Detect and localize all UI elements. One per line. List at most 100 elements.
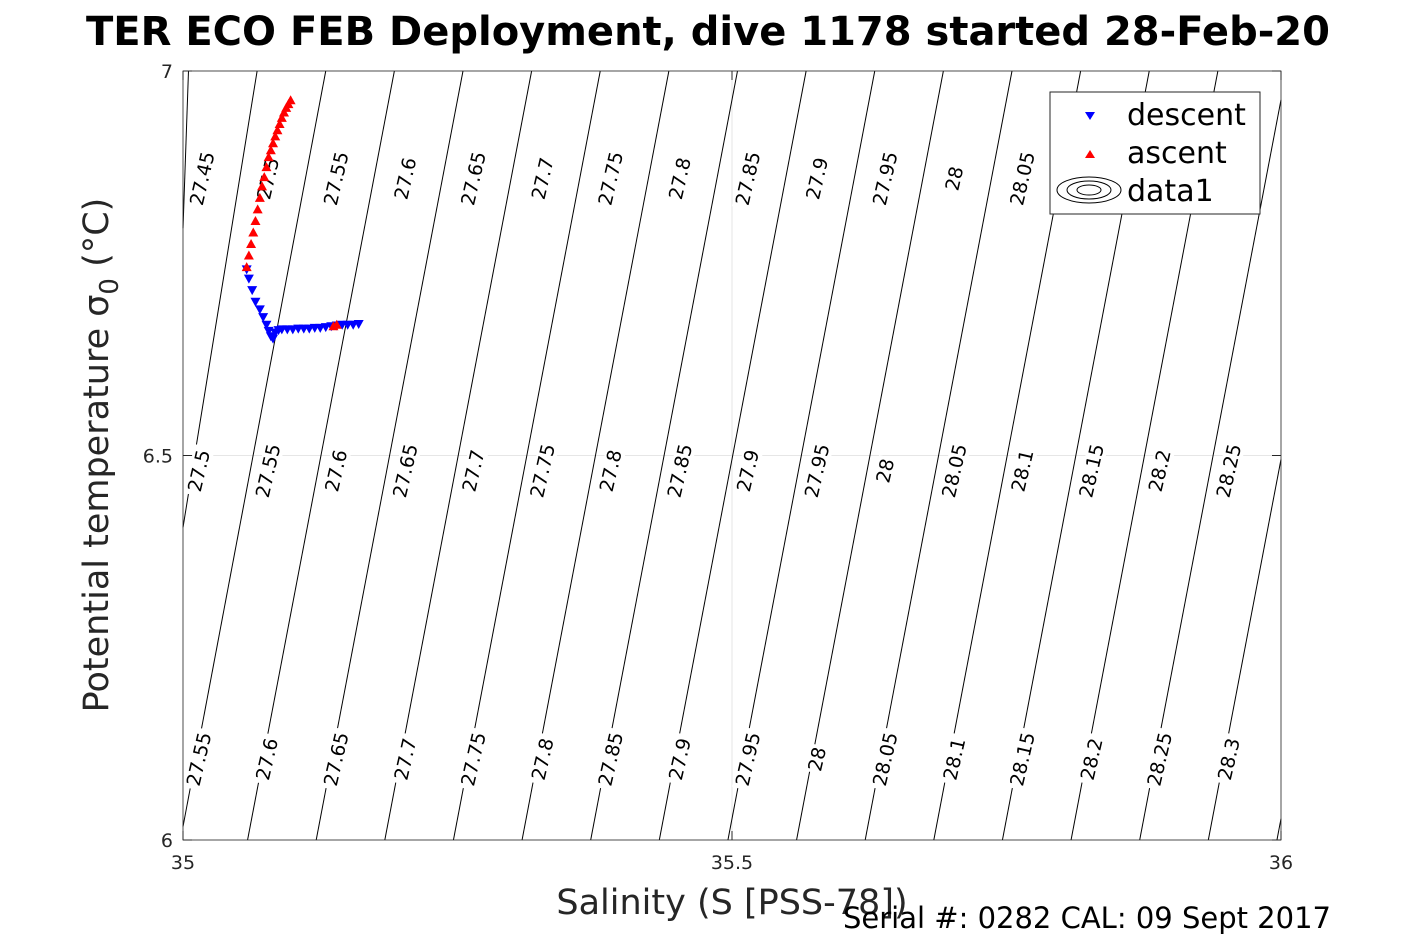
chart-title: TER ECO FEB Deployment, dive 1178 starte… bbox=[86, 9, 1330, 55]
ascent-point bbox=[265, 145, 276, 155]
ascent-point bbox=[252, 204, 263, 214]
ascent-point bbox=[331, 319, 342, 329]
y-tick-label: 6.5 bbox=[143, 446, 173, 468]
y-tick-label: 7 bbox=[161, 61, 173, 83]
contour-label-bg bbox=[253, 152, 285, 206]
data-series bbox=[241, 95, 364, 344]
contour-line bbox=[384, 70, 533, 841]
contour-label-bg bbox=[1006, 146, 1040, 211]
contour-label-bg bbox=[802, 152, 834, 206]
contour-line bbox=[182, 70, 327, 827]
contour-label-bg bbox=[801, 438, 835, 503]
legend-marker-data1 bbox=[1056, 176, 1122, 204]
contour-label-bg bbox=[390, 152, 422, 206]
contour-label-bg bbox=[938, 438, 972, 503]
contour-label-bg bbox=[731, 727, 766, 792]
contour-label-bg bbox=[320, 146, 354, 211]
contour-label-bg bbox=[390, 732, 422, 786]
contour-line bbox=[796, 70, 944, 841]
ascent-point bbox=[246, 239, 257, 249]
contour-label-bg bbox=[869, 727, 903, 792]
ascent-point bbox=[279, 107, 290, 117]
contour-label-bg bbox=[526, 438, 560, 503]
contour-label-bg bbox=[321, 444, 353, 498]
contour-label-bg bbox=[942, 162, 968, 195]
ascent-point bbox=[241, 262, 252, 272]
legend-label-ascent: ascent bbox=[1127, 136, 1227, 171]
contour-label-bg bbox=[665, 152, 696, 206]
y-axis-label-unit: (°C) bbox=[77, 198, 117, 278]
contour-label: 28 bbox=[872, 457, 899, 486]
contour-line bbox=[590, 70, 738, 841]
contour-label-bg bbox=[1076, 732, 1108, 786]
y-axis-label: Potential temperature σ0 (°C) bbox=[77, 198, 125, 713]
descent-point bbox=[247, 286, 258, 296]
contour-label-bg bbox=[252, 732, 283, 786]
contour-label-bg bbox=[1075, 438, 1109, 503]
contour-line bbox=[1276, 818, 1282, 841]
contour-line bbox=[727, 70, 876, 841]
contour-label-bg bbox=[527, 732, 559, 786]
contour-label-bg bbox=[733, 444, 764, 498]
contour-label-bg bbox=[527, 152, 559, 206]
contour-label-bg bbox=[184, 444, 215, 498]
ascent-point bbox=[248, 227, 259, 237]
descent-point bbox=[261, 320, 272, 330]
descent-point bbox=[353, 320, 364, 330]
contour-label-bg bbox=[458, 444, 490, 498]
contour-label-bg bbox=[1214, 732, 1245, 786]
legend-marker-ascent bbox=[1085, 150, 1095, 158]
contour-label-bg bbox=[869, 146, 903, 211]
contour-label-bg bbox=[252, 438, 286, 503]
ascent-point bbox=[274, 119, 285, 129]
contour-line bbox=[521, 70, 670, 841]
contour-label: 28 bbox=[804, 745, 831, 774]
ascent-point bbox=[254, 192, 265, 202]
ascent-point bbox=[272, 125, 283, 135]
legend-label-descent: descent bbox=[1127, 98, 1246, 133]
axis-ticks: 35 35.5 36 6 6.5 7 bbox=[143, 61, 1293, 874]
contour-line bbox=[1139, 99, 1282, 841]
ascent-point bbox=[250, 215, 261, 225]
contour-line bbox=[864, 70, 1013, 841]
contour-label-bg bbox=[1006, 727, 1040, 792]
contour-label-bg bbox=[594, 146, 628, 211]
x-tick-label: 35.5 bbox=[711, 852, 753, 874]
ascent-point bbox=[270, 131, 281, 141]
ascent-point bbox=[285, 95, 296, 105]
contour-line bbox=[452, 70, 601, 841]
contour-label-bg bbox=[389, 438, 423, 503]
contour-line bbox=[182, 70, 189, 229]
contour-label-bg bbox=[1144, 444, 1176, 498]
footer-serial-cal: Serial #: 0282 CAL: 09 Sept 2017 bbox=[843, 901, 1331, 935]
contour-label-bg bbox=[1007, 444, 1039, 498]
contour-line bbox=[658, 70, 807, 841]
contour-label: 28 bbox=[941, 164, 968, 193]
contour-label-bg bbox=[665, 732, 696, 786]
legend: descent ascent data1 bbox=[1049, 91, 1261, 215]
y-axis-label-main: Potential temperature σ bbox=[77, 295, 117, 713]
ascent-point bbox=[276, 112, 287, 122]
contour-label-bg bbox=[457, 727, 491, 792]
ascent-point bbox=[243, 250, 254, 260]
contour-label-bg bbox=[320, 727, 354, 792]
x-tick-label: 36 bbox=[1269, 852, 1293, 874]
contour-line bbox=[247, 70, 395, 841]
ascent-point bbox=[263, 152, 274, 162]
y-axis-label-subscript: 0 bbox=[95, 278, 125, 295]
contour-label-bg bbox=[872, 454, 899, 487]
contour-label-bg bbox=[1143, 727, 1177, 792]
y-tick-label: 6 bbox=[161, 830, 173, 852]
ascent-point bbox=[268, 138, 279, 148]
contour-label-bg bbox=[457, 146, 491, 211]
contour-label-bg bbox=[182, 727, 217, 792]
x-tick-label: 35 bbox=[171, 852, 195, 874]
descent-point bbox=[254, 305, 265, 315]
legend-box bbox=[1049, 91, 1261, 215]
descent-point bbox=[258, 313, 269, 323]
contour-label-bg bbox=[595, 444, 627, 498]
descent-point bbox=[250, 297, 261, 307]
contour-label-bg bbox=[1212, 438, 1246, 503]
contour-line bbox=[315, 70, 464, 841]
